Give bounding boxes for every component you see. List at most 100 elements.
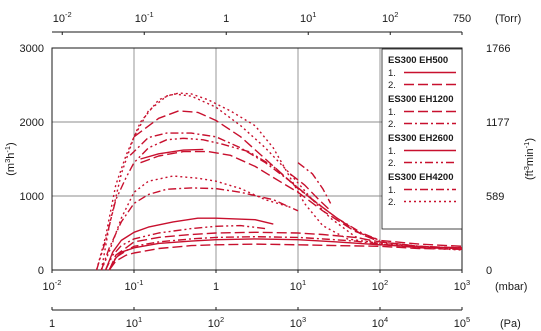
right-unit-label: (ft3min-1) [522, 138, 536, 180]
legend-entry-label-1-0: 1. [388, 107, 396, 118]
series-curve-7 [100, 175, 291, 271]
right-tick-2: 1177 [486, 117, 510, 129]
mbar-tick-0-exp: -2 [55, 278, 62, 287]
pa-tick-2-base: 10 [208, 318, 220, 330]
torr-tick-5: 750 [453, 13, 471, 25]
overlay-curve-0 [140, 150, 463, 247]
torr-tick-4-exp: 2 [394, 10, 398, 19]
torr-tick-0-base: 10 [53, 13, 65, 25]
left-unit-label-unit_mid: h [5, 153, 17, 159]
torr-tick-0: 10-2 [53, 10, 72, 25]
right-unit-label-unit_sup1: 3 [522, 166, 531, 170]
legend-entry-label-2-1: 2. [388, 158, 396, 169]
right-tick-1: 589 [486, 191, 504, 203]
overlay-curve-6 [289, 173, 332, 212]
legend-entry-label-3-0: 1. [388, 185, 396, 196]
extra-curve-0 [100, 92, 463, 271]
overlay-curve-5 [297, 162, 332, 204]
right-tick-3: 1766 [486, 43, 510, 55]
overlay-curve-4 [95, 93, 463, 271]
torr-tick-4: 102 [382, 10, 398, 25]
mbar-tick-1-base: 10 [125, 281, 137, 293]
flow-cfm-axis: 0 589 1177 1766 (ft3min-1) [486, 43, 536, 277]
mbar-axis: 10-2 10-1 1 101 102 103 (mbar) [43, 270, 527, 293]
overlay-curve-7 [95, 137, 324, 271]
overlay-curve-1 [140, 148, 204, 160]
legend-group-title-1: ES300 EH1200 [388, 94, 454, 105]
left-unit-label-unit_sup2: -1 [3, 146, 12, 153]
torr-tick-0-exp: -2 [65, 10, 72, 19]
pa-tick-4-exp: 4 [384, 315, 388, 324]
series-curve-4 [104, 217, 274, 271]
mbar-tick-2-base: 1 [213, 281, 219, 293]
pa-tick-0: 1 [49, 318, 55, 330]
overlay-curve-2 [129, 132, 381, 242]
series-curve-0 [108, 238, 463, 271]
legend-group-title-3: ES300 EH4200 [388, 172, 454, 183]
mbar-tick-4-base: 10 [372, 281, 384, 293]
pa-tick-3: 103 [290, 315, 306, 330]
pa-tick-3-exp: 3 [302, 315, 306, 324]
mbar-tick-1-exp: -1 [137, 278, 144, 287]
torr-tick-3-base: 10 [300, 13, 312, 25]
left-tick-2: 2000 [20, 117, 44, 129]
overlay-curve-3 [133, 110, 463, 250]
legend-group-title-2: ES300 EH2600 [388, 133, 454, 144]
legend-entry-label-0-1: 2. [388, 80, 396, 91]
left-tick-3: 3000 [20, 43, 44, 55]
pa-tick-1: 101 [126, 315, 142, 330]
mbar-tick-3: 101 [290, 278, 306, 293]
legend-group-title-0: ES300 EH500 [388, 55, 448, 66]
torr-tick-2: 1 [223, 13, 229, 25]
legend-box [381, 48, 463, 230]
mbar-unit-label: (mbar) [495, 281, 527, 293]
legend-entry-label-2-0: 1. [388, 146, 396, 157]
series-curve-2 [108, 231, 463, 271]
mbar-tick-2: 1 [213, 281, 219, 293]
mbar-tick-3-base: 10 [290, 281, 302, 293]
torr-tick-1-base: 10 [135, 13, 147, 25]
right-unit-label-unit_mid: min [524, 148, 536, 166]
right-unit-label-unit_sup2: -1 [522, 142, 531, 149]
pa-tick-4-base: 10 [372, 318, 384, 330]
mbar-tick-0: 10-2 [43, 278, 62, 293]
torr-tick-1: 10-1 [135, 10, 154, 25]
legend-entry-label-3-1: 2. [388, 197, 396, 208]
left-unit-label-unit_base: (m [5, 163, 17, 176]
left-unit-label-unit_sup1: 3 [3, 159, 12, 163]
pa-tick-1-base: 10 [126, 318, 138, 330]
series-curve-1 [108, 243, 463, 271]
left-tick-0: 0 [38, 265, 44, 277]
mbar-tick-4-exp: 2 [384, 278, 388, 287]
pa-unit-label: (Pa) [500, 318, 521, 330]
series-curve-5 [104, 224, 266, 271]
series-curve-3 [108, 236, 463, 271]
pa-tick-1-exp: 1 [138, 315, 142, 324]
left-unit-label: (m3h-1) [3, 142, 17, 175]
pa-tick-3-base: 10 [290, 318, 302, 330]
torr-tick-4-base: 10 [382, 13, 394, 25]
torr-tick-3: 101 [300, 10, 316, 25]
mbar-tick-0-base: 10 [43, 281, 55, 293]
legend-entry-label-1-1: 2. [388, 119, 396, 130]
mbar-tick-5: 103 [454, 278, 470, 293]
mbar-tick-1: 10-1 [125, 278, 144, 293]
right-unit-label-unit_base: (ft [524, 170, 536, 180]
series-curve-6 [100, 187, 299, 271]
pa-tick-4: 104 [372, 315, 388, 330]
mbar-tick-4: 102 [372, 278, 388, 293]
pa-tick-2: 102 [208, 315, 224, 330]
torr-tick-2-base: 1 [223, 13, 229, 25]
pa-tick-2-exp: 2 [220, 315, 224, 324]
mbar-tick-5-base: 10 [454, 281, 466, 293]
pa-axis: 1 101 102 103 104 105 (Pa) [49, 307, 521, 330]
left-tick-1: 1000 [20, 191, 44, 203]
torr-unit-label: (Torr) [495, 13, 521, 25]
torr-tick-3-exp: 1 [312, 10, 316, 19]
pa-tick-0-base: 1 [49, 318, 55, 330]
pa-tick-5: 105 [454, 315, 470, 330]
mbar-tick-5-exp: 3 [466, 278, 470, 287]
left-unit-label-unit_end: ) [5, 142, 17, 146]
